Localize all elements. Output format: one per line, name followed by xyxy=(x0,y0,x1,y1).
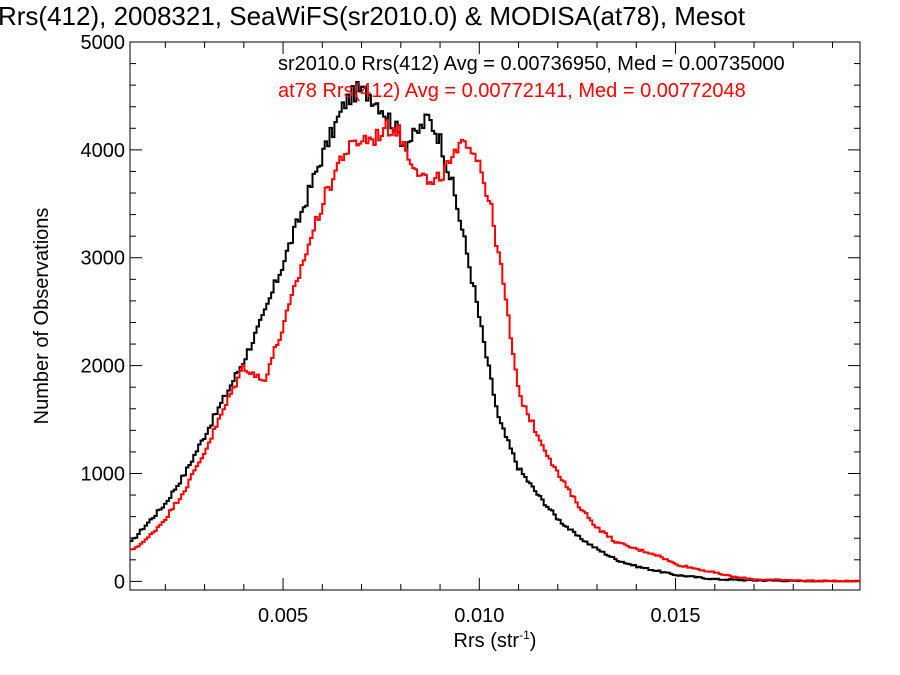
series-annotation-sr2010: sr2010.0 Rrs(412) Avg = 0.00736950, Med … xyxy=(278,53,785,75)
y-tick-label: 2000 xyxy=(81,356,126,378)
series-annotation-at78: at78 Rrs(412) Avg = 0.00772141, Med = 0.… xyxy=(278,80,746,102)
series-line-at78 xyxy=(130,119,860,583)
y-tick-label: 5000 xyxy=(81,32,126,54)
series-line-sr20100 xyxy=(130,80,860,583)
x-tick-label: 0.015 xyxy=(651,605,701,627)
y-tick-label: 1000 xyxy=(81,463,126,485)
x-axis-label-superscript: -1 xyxy=(519,628,530,642)
plot-frame xyxy=(129,41,861,591)
x-tick-label: 0.010 xyxy=(454,605,504,627)
x-axis-label-text: Rrs (str xyxy=(454,630,520,652)
y-tick-label: 4000 xyxy=(81,140,126,162)
x-axis-label-close: ) xyxy=(530,630,537,652)
y-tick-label: 0 xyxy=(114,571,125,593)
series-layer xyxy=(130,80,860,583)
x-axis-ticks: 0.005 0.010 0.015 xyxy=(164,42,834,627)
x-axis-label: Rrs (str-1) xyxy=(454,628,537,652)
y-tick-label: 3000 xyxy=(81,248,126,270)
x-tick-label: 0.005 xyxy=(258,605,308,627)
y-axis-label: Number of Observations xyxy=(31,208,53,425)
y-axis-ticks: 0 1000 2000 3000 4000 5000 xyxy=(81,32,860,593)
chart-title: Rrs(412), 2008321, SeaWiFS(sr2010.0) & M… xyxy=(0,1,746,31)
